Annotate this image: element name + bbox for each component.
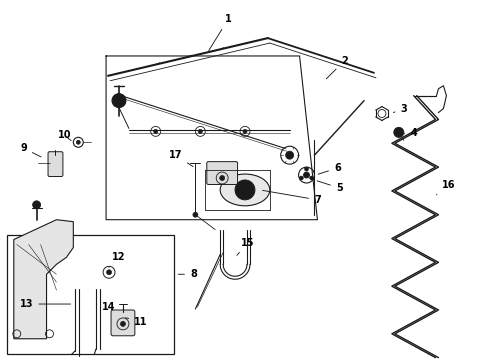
Circle shape bbox=[198, 129, 202, 133]
Text: 15: 15 bbox=[236, 238, 254, 255]
Circle shape bbox=[116, 98, 122, 104]
Text: 5: 5 bbox=[316, 181, 342, 193]
Text: 10: 10 bbox=[58, 130, 71, 141]
Circle shape bbox=[243, 129, 246, 133]
Circle shape bbox=[285, 151, 293, 159]
Text: 12: 12 bbox=[109, 252, 125, 267]
Circle shape bbox=[303, 172, 309, 178]
Circle shape bbox=[33, 201, 41, 209]
Text: 1: 1 bbox=[208, 14, 231, 51]
Circle shape bbox=[120, 321, 125, 327]
Circle shape bbox=[153, 129, 157, 133]
Circle shape bbox=[76, 140, 80, 144]
Circle shape bbox=[192, 212, 198, 217]
Circle shape bbox=[106, 270, 111, 275]
Text: 2: 2 bbox=[325, 56, 347, 79]
FancyBboxPatch shape bbox=[206, 162, 237, 184]
Text: 9: 9 bbox=[20, 143, 41, 157]
Circle shape bbox=[235, 180, 254, 200]
Text: 6: 6 bbox=[317, 163, 340, 174]
Text: 4: 4 bbox=[403, 129, 416, 138]
Text: 7: 7 bbox=[262, 190, 320, 205]
Circle shape bbox=[309, 176, 313, 180]
FancyBboxPatch shape bbox=[48, 152, 63, 176]
Circle shape bbox=[219, 176, 224, 180]
Text: 11: 11 bbox=[125, 317, 147, 327]
Text: 14: 14 bbox=[96, 302, 116, 312]
Circle shape bbox=[241, 186, 248, 194]
Circle shape bbox=[299, 176, 303, 180]
Text: 13: 13 bbox=[20, 299, 70, 309]
Bar bbox=[7, 235, 173, 354]
Polygon shape bbox=[14, 220, 73, 339]
Text: 8: 8 bbox=[178, 269, 197, 279]
Text: 17: 17 bbox=[168, 150, 193, 167]
Circle shape bbox=[304, 167, 308, 171]
Text: 16: 16 bbox=[436, 180, 454, 195]
Text: 3: 3 bbox=[393, 104, 407, 113]
Ellipse shape bbox=[220, 174, 269, 206]
Circle shape bbox=[112, 94, 126, 108]
Circle shape bbox=[393, 127, 403, 137]
FancyBboxPatch shape bbox=[111, 310, 135, 336]
